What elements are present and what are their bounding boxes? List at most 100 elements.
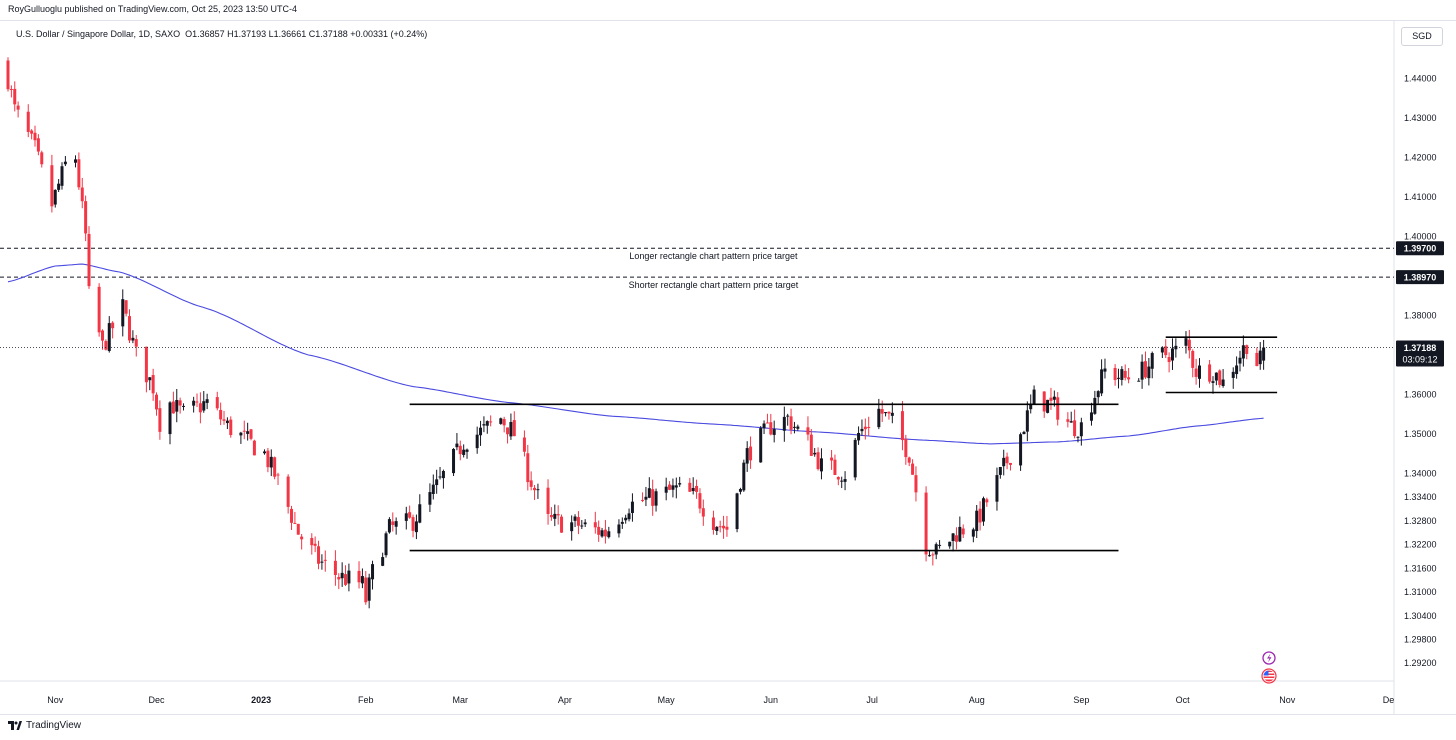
candle-body (1184, 338, 1188, 346)
candle-body (1029, 403, 1033, 410)
publisher-line: RoyGulluoglu published on TradingView.co… (8, 4, 298, 14)
candle-body (418, 504, 422, 523)
currency-button[interactable]: SGD (1401, 27, 1443, 46)
price-tick-label: 1.34000 (1404, 469, 1437, 479)
price-tick-label: 1.41000 (1404, 192, 1437, 202)
candle-body (40, 152, 44, 165)
chart-icons[interactable] (1261, 651, 1277, 684)
candle-body (475, 434, 479, 449)
candle-body (242, 430, 246, 432)
candle-body (489, 421, 493, 423)
candle-body (1022, 431, 1026, 435)
candle-body (438, 476, 442, 478)
candle-body (762, 423, 766, 429)
us-flag-icon[interactable] (1261, 668, 1277, 684)
candle-body (620, 521, 624, 524)
price-tick-label: 1.33400 (1404, 492, 1437, 502)
target-level-price-tag (1396, 270, 1444, 285)
footer-bar: TradingView (0, 714, 1456, 740)
tradingview-logo[interactable]: TradingView (8, 720, 81, 731)
target-level-annotation: Longer rectangle chart pattern price tar… (629, 251, 798, 261)
candle-body (1049, 397, 1053, 401)
candle-body (1052, 396, 1056, 400)
candle-body (50, 165, 54, 207)
time-tick-label: Nov (47, 695, 64, 705)
candle-body (1221, 379, 1225, 386)
lightning-icon[interactable] (1262, 651, 1276, 665)
candle-body (1005, 456, 1009, 464)
candle-body (502, 419, 506, 426)
price-axis[interactable]: 1.29200 1.29800 1.30400 1.31000 1.31600 1.322… (1404, 34, 1437, 668)
time-tick-label: De (1383, 695, 1395, 705)
candle-body (1197, 365, 1201, 379)
candle-body (384, 533, 388, 556)
candle-body (641, 499, 645, 501)
candle-body (526, 453, 530, 483)
candle-body (97, 286, 101, 333)
candle-body (175, 399, 179, 412)
time-axis[interactable]: Nov Dec 2023 Feb Mar Apr May Jun Jul Aug Sep Oct Nov… (47, 695, 1394, 705)
candle-body (53, 189, 57, 205)
candle-body (1113, 368, 1117, 381)
candle-body (1143, 361, 1147, 378)
candle-body (971, 529, 975, 537)
candle-body (580, 525, 584, 527)
candle-body (904, 438, 908, 458)
candle-body (269, 456, 273, 468)
candle-body (772, 429, 776, 435)
candle-body (74, 159, 78, 163)
candle-body (205, 399, 209, 403)
candle-body (144, 346, 148, 383)
candle-body (597, 526, 601, 535)
candle-body (1127, 377, 1131, 380)
candle-body (691, 488, 695, 492)
candle-body (408, 512, 412, 518)
candle-body (958, 526, 962, 542)
candle-body (1214, 372, 1218, 381)
price-tick-label: 1.35000 (1404, 429, 1437, 439)
candle-body (1174, 345, 1178, 350)
candle-body (1120, 369, 1124, 380)
candle-body (458, 445, 462, 455)
candle-body (1258, 350, 1262, 365)
candle-body (198, 403, 202, 413)
candle-body (414, 521, 418, 533)
candle-body (30, 130, 34, 134)
symbol-title[interactable]: U.S. Dollar / Singapore Dollar, 1D, SAXO (16, 29, 181, 39)
time-tick-label: Oct (1176, 695, 1191, 705)
candle-body (128, 316, 132, 341)
candle-body (482, 424, 486, 426)
candle-body (765, 422, 769, 424)
candle-body (111, 322, 115, 329)
candle-body (701, 508, 705, 517)
moving-average-line[interactable] (7, 263, 1264, 445)
candle-body (1211, 381, 1215, 383)
candle-body (1140, 361, 1144, 380)
candle-body (735, 493, 739, 530)
candle-body (536, 489, 540, 491)
candlestick-chart[interactable]: 1.29200 1.29800 1.30400 1.31000 1.31600 1.322… (0, 21, 1456, 714)
candle-body (651, 489, 655, 506)
time-tick-label: May (658, 695, 676, 705)
candle-body (1150, 353, 1154, 369)
candle-body (813, 452, 817, 455)
candle-body (560, 516, 564, 533)
time-tick-label: Nov (1279, 695, 1296, 705)
candle-body (603, 529, 607, 537)
candle-body (830, 457, 834, 461)
candle-body (600, 530, 604, 537)
candle-body (1056, 397, 1060, 420)
candle-body (738, 489, 742, 492)
candle-body (77, 159, 81, 188)
candle-body (33, 132, 37, 141)
publisher-bar: RoyGulluoglu published on TradingView.co… (0, 0, 1456, 21)
candle-body (1245, 345, 1249, 354)
candle-body (664, 486, 668, 493)
candle-body (273, 457, 277, 477)
candle-body (1191, 350, 1195, 368)
candle-body (1160, 347, 1164, 353)
candle-body (9, 89, 13, 91)
candle-body (529, 480, 533, 487)
candle-body (225, 420, 229, 424)
candle-body (647, 488, 651, 498)
